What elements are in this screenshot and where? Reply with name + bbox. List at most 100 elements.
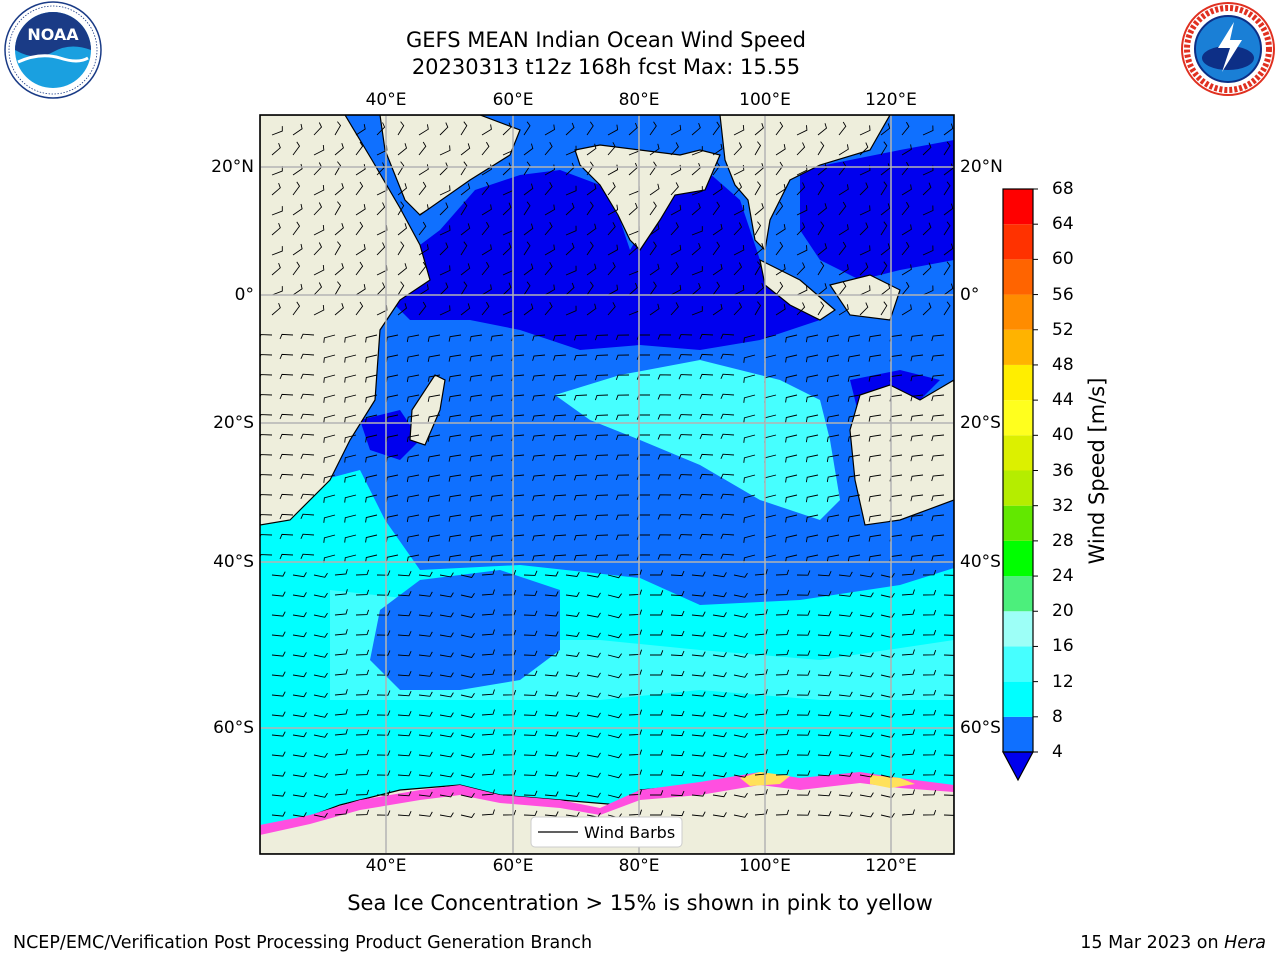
wind-barb — [523, 730, 538, 736]
wind-barb — [712, 812, 727, 818]
wind-barb — [796, 205, 808, 216]
wind-barb — [901, 184, 912, 196]
wind-barb — [628, 809, 643, 816]
wind-barb — [607, 613, 622, 619]
wind-barb — [838, 671, 853, 677]
wind-barb — [754, 243, 764, 256]
wind-barb — [943, 634, 954, 636]
wind-barb — [523, 810, 538, 816]
wind-barb — [279, 413, 294, 420]
wind-barb — [615, 534, 630, 541]
wind-barb — [754, 141, 762, 156]
wind-barb — [448, 394, 462, 402]
wind-barb — [805, 554, 819, 563]
lat-tick-right: 20°S — [960, 413, 1001, 433]
wind-barb — [523, 161, 531, 176]
wind-barb — [649, 223, 660, 236]
wind-barb — [406, 414, 420, 423]
wind-barb — [796, 770, 811, 776]
wind-barb — [448, 534, 462, 542]
wind-barb — [922, 142, 932, 156]
wind-barb — [460, 733, 475, 739]
colorbar-level — [1003, 470, 1033, 506]
wind-barb — [775, 264, 786, 276]
wind-barb — [733, 812, 748, 818]
wind-barb — [699, 493, 714, 500]
wind-barb — [334, 143, 344, 156]
wind-barb — [712, 303, 723, 316]
wind-barb — [733, 712, 748, 718]
wind-barb — [469, 474, 483, 482]
wind-barb — [300, 473, 315, 479]
wind-barb — [712, 772, 727, 778]
wind-barb — [406, 514, 420, 523]
wind-barb — [817, 671, 832, 677]
equatorial-calm-zone — [390, 165, 820, 350]
wind-barb — [323, 474, 336, 483]
wind-barb — [439, 752, 454, 758]
lon-tick-bottom: 60°E — [492, 856, 534, 876]
wind-barb — [847, 474, 861, 482]
colorbar-tick: 36 — [1052, 460, 1074, 481]
wind-barb — [859, 245, 871, 256]
wind-barb — [365, 554, 378, 563]
wind-barb — [365, 394, 378, 403]
wind-barb — [439, 672, 454, 678]
wind-barb — [775, 201, 784, 216]
wind-barb — [628, 669, 643, 676]
wind-barb — [775, 729, 790, 736]
wind-barb — [785, 514, 798, 523]
wind-barb — [586, 632, 601, 638]
wind-barb — [785, 454, 798, 463]
wind-barb — [943, 674, 954, 676]
wind-barb — [678, 334, 693, 340]
wind-barb — [733, 204, 745, 216]
wind-barb — [943, 141, 951, 156]
wind-barb — [817, 751, 832, 757]
wind-barb — [712, 652, 727, 658]
wind-barb — [607, 222, 616, 236]
wind-barb — [691, 162, 701, 176]
wind-barb — [481, 221, 490, 236]
colorbar-tick: 48 — [1052, 354, 1074, 375]
wind-barb — [785, 354, 798, 363]
lat-tick-right: 0° — [960, 285, 980, 305]
wind-barb — [260, 554, 273, 559]
wind-barb — [397, 303, 408, 316]
wind-barb — [754, 729, 768, 736]
wind-barb — [544, 771, 559, 777]
wind-barb — [733, 732, 748, 738]
wind-barb — [469, 334, 483, 342]
wind-barb — [490, 514, 504, 522]
wind-barb — [418, 261, 427, 276]
wind-barb — [868, 474, 882, 482]
wind-barb — [785, 394, 798, 403]
wind-barb — [313, 202, 323, 216]
lon-tick-top: 120°E — [865, 90, 917, 110]
wind-barb — [376, 630, 391, 636]
wind-barb — [376, 790, 391, 796]
wind-barb — [469, 434, 483, 442]
wind-barb — [532, 374, 546, 381]
wind-barb — [544, 591, 559, 597]
wind-barb — [586, 792, 601, 798]
wind-barb — [271, 631, 286, 637]
wind-barb — [943, 221, 951, 236]
colorbar-tick: 56 — [1052, 284, 1074, 305]
wind-barb — [712, 792, 727, 798]
wind-barb — [805, 494, 819, 503]
wind-barb — [523, 223, 534, 236]
wind-barb — [365, 434, 378, 443]
wind-barb — [628, 629, 643, 636]
wind-barb — [397, 631, 412, 637]
wind-barb — [817, 731, 832, 737]
wind-barb — [838, 184, 849, 196]
colorbar-level — [1003, 294, 1033, 330]
wind-barb — [901, 609, 915, 616]
trade-wind-band — [555, 360, 840, 520]
wind-barb — [344, 474, 357, 483]
wind-barb — [650, 730, 664, 736]
wind-barb — [796, 302, 806, 316]
wind-barb — [628, 749, 643, 756]
wind-barb — [460, 241, 468, 256]
